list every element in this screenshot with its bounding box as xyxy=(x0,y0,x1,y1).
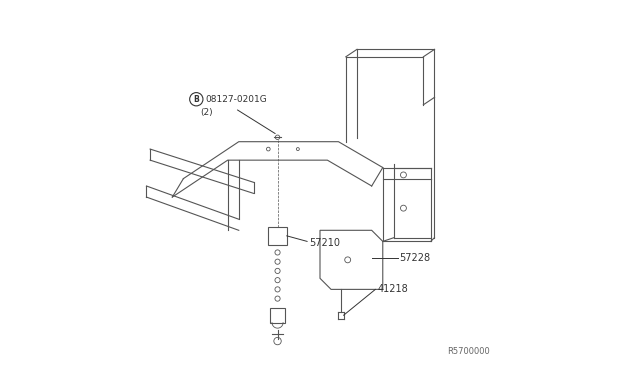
Text: (2): (2) xyxy=(200,108,212,117)
Text: R5700000: R5700000 xyxy=(447,347,490,356)
Text: 57228: 57228 xyxy=(399,253,431,263)
Text: 08127-0201G: 08127-0201G xyxy=(205,95,268,104)
Text: 41218: 41218 xyxy=(377,284,408,294)
Text: B: B xyxy=(193,95,199,104)
Text: 57210: 57210 xyxy=(309,238,340,248)
